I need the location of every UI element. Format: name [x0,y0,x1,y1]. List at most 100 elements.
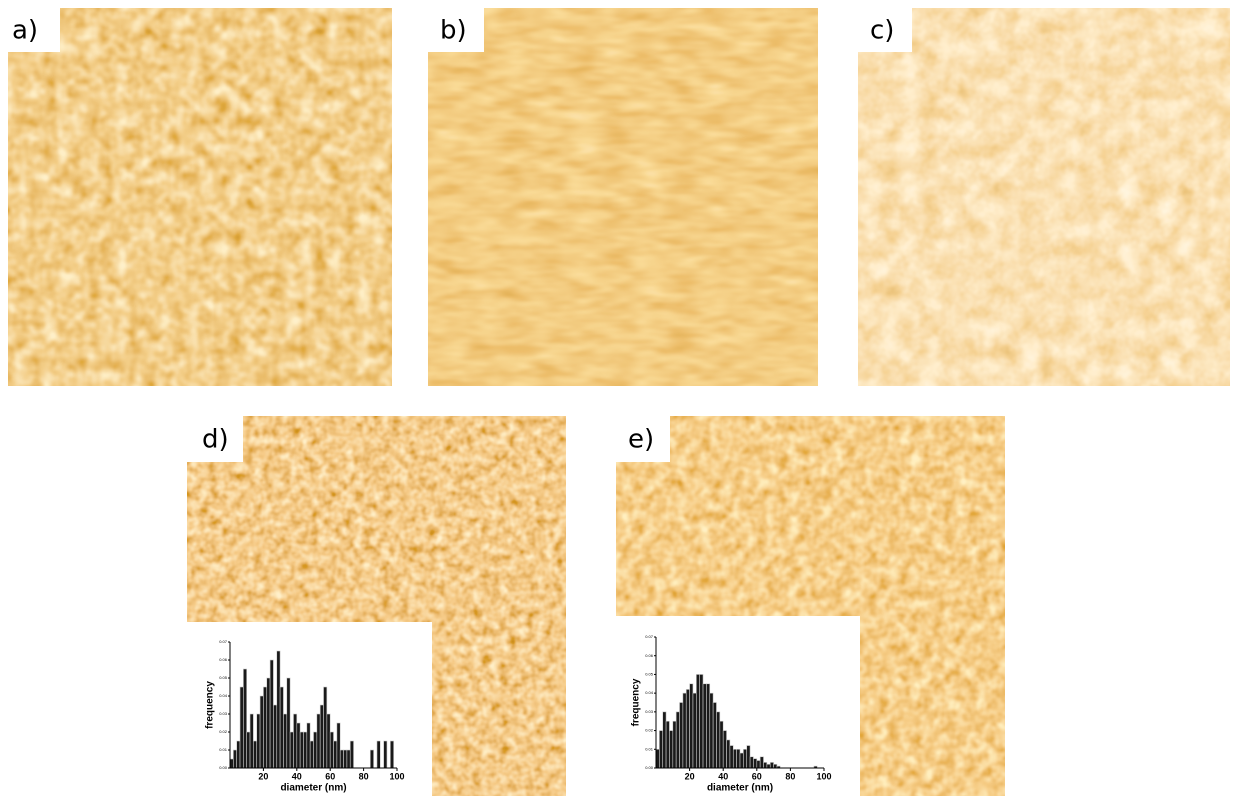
bar [685,689,690,769]
bar [369,749,374,769]
bar [706,683,711,769]
bar [390,740,394,769]
bar [269,659,274,769]
bar [669,730,674,769]
panel-label: d) [202,425,229,455]
x-tick-label: 100 [389,771,404,781]
bar [682,692,687,769]
bar [675,711,680,769]
bar [239,686,244,769]
y-tick-label: 0.05 [645,671,654,676]
y-tick-label: 0.02 [645,728,654,733]
bar [739,752,744,769]
bar [236,740,241,769]
y-axis-label: frequency [205,681,216,729]
x-tick-label: 40 [292,771,302,781]
x-tick-label: 80 [785,771,795,781]
bar [729,745,734,769]
bar [722,730,727,769]
label-box [8,8,60,52]
panel-label: e) [628,425,654,455]
bar [333,740,338,769]
bar [243,668,248,769]
bar [662,711,667,769]
x-axis-label: diameter (nm) [280,783,346,794]
bar [336,722,341,769]
panel-label: a) [12,16,38,46]
bar [746,745,751,769]
y-tick-label: 0.01 [645,746,654,751]
x-tick-label: 40 [718,771,728,781]
label-box [858,8,912,52]
bar [279,686,284,769]
bar [276,650,281,769]
afm-image [428,8,818,386]
afm-image [858,8,1230,386]
x-tick-label: 60 [752,771,762,781]
bar [249,713,254,769]
bar [316,713,321,769]
x-tick-label: 60 [325,771,335,781]
bar [263,686,268,769]
bar [303,731,308,769]
x-tick-label: 80 [359,771,369,781]
y-tick-label: 0.02 [219,729,228,734]
bar [655,748,660,769]
bar [679,702,684,769]
label-box [616,416,670,462]
bar [349,740,354,769]
bar [246,731,251,769]
bar [736,748,741,769]
bar [306,722,311,769]
y-tick-label: 0.04 [219,693,228,698]
bar [689,683,694,769]
label-box [187,416,243,462]
y-axis-label: frequency [631,678,642,726]
bar [346,749,351,769]
bar [719,720,724,769]
bar [749,756,754,769]
y-tick-label: 0.03 [219,711,228,716]
bar [699,674,704,769]
bar [766,763,771,769]
bar [319,704,324,769]
x-tick-label: 20 [685,771,695,781]
bar [702,683,707,769]
y-tick-label: 0.00 [219,765,228,770]
afm-image [8,8,392,386]
bar [763,762,768,769]
bar [716,711,721,769]
bar [712,702,717,769]
label-box [428,8,484,52]
bar [296,722,301,769]
bar [256,713,261,769]
y-tick-label: 0.06 [219,657,228,662]
bar [672,720,677,769]
bar [376,740,381,769]
y-tick-label: 0.06 [645,653,654,658]
y-tick-label: 0.07 [645,634,654,639]
bar [253,740,258,769]
bar [753,758,758,769]
panel-label: c) [870,16,894,46]
bar [299,731,304,769]
bar [709,692,714,769]
bar [343,749,348,769]
bar [692,692,697,769]
bar [773,763,778,769]
bar [769,762,774,769]
bar [329,731,334,769]
bar [283,713,288,769]
bar [339,749,344,769]
y-tick-label: 0.03 [645,709,654,714]
bar [273,704,278,769]
bar [726,739,731,769]
panel-label: b) [440,16,467,46]
bar [659,730,664,769]
bar [289,731,294,769]
y-tick-label: 0.00 [645,765,654,770]
bar [286,677,291,769]
x-tick-label: 20 [258,771,268,781]
bar [293,713,298,769]
bar [313,731,318,769]
